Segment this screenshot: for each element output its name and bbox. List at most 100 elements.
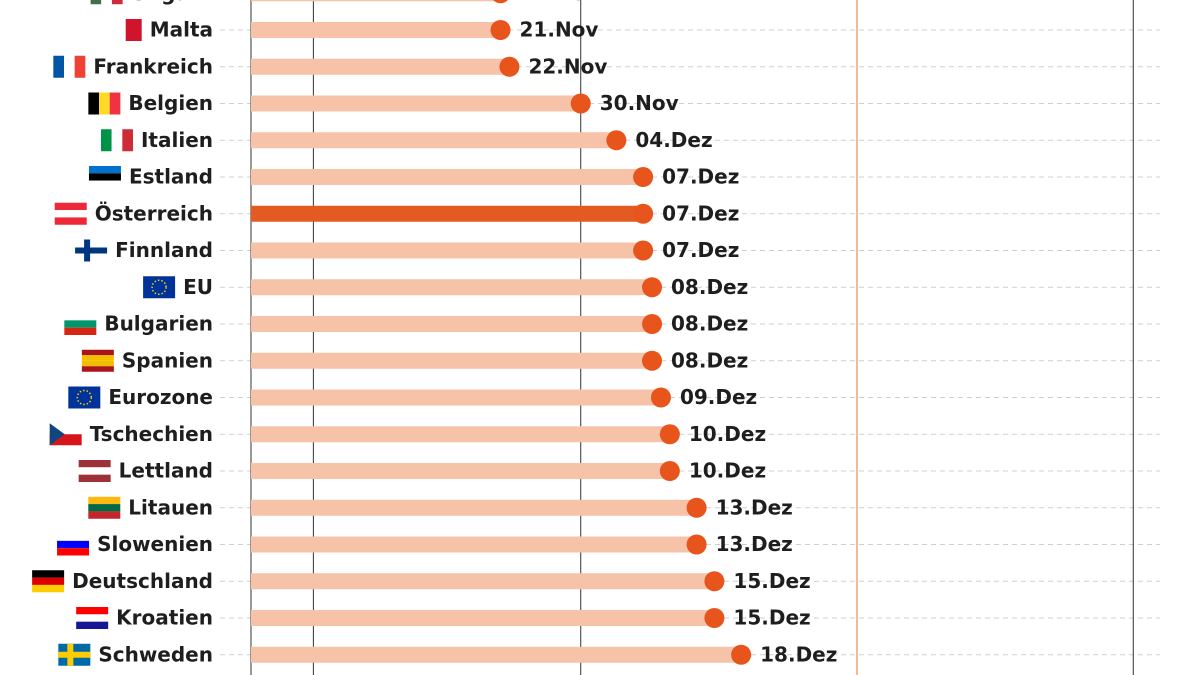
flag-part [88,180,121,188]
dot [686,497,707,518]
flag-part [88,504,121,512]
flag-part [63,55,75,78]
flag-icon [88,496,121,519]
value-label: 08.Dez [671,275,748,299]
dot [633,240,654,261]
flag-part [76,621,109,629]
bar [251,463,670,479]
flag-icon [58,643,91,666]
flag-icon [109,19,142,41]
flag-icon [76,607,109,629]
dot [633,203,654,224]
bar [251,58,510,75]
flag-part [74,55,86,78]
flag-part [81,366,114,372]
flag-part [111,0,123,5]
flag-part [49,423,65,446]
flag-part [53,55,64,78]
flag-icon [81,349,114,372]
bar [251,0,501,2]
flag-icon [49,423,82,446]
bar [251,242,644,259]
flag-part [81,349,114,356]
category-label: Eurozone [108,385,213,409]
value-label: 15.Dez [733,606,810,630]
flag-icon [100,129,133,152]
flag-icon [32,570,65,593]
flag-icon [78,460,111,482]
flag-part [88,173,121,181]
category-label: Deutschland [72,569,213,593]
flag-icon [143,276,176,299]
dot [633,167,654,187]
bar [251,22,501,38]
flag-part [88,511,121,519]
flag-part [57,540,90,549]
dot [570,93,591,114]
flag-part [32,577,65,585]
dot [731,644,752,665]
dot [642,277,663,298]
bar [251,132,617,149]
flag-part [64,327,97,335]
dot [642,314,663,334]
bar [251,426,670,443]
flag-part [125,19,142,41]
bar [251,646,742,663]
flag-part [109,19,126,41]
flag-part [68,386,101,409]
bar [251,610,715,626]
flag-part [49,423,82,435]
value-label: 22.Nov [528,54,607,78]
dot [490,20,511,40]
bar [251,389,661,406]
category-label: Estland [129,165,213,189]
value-label: 10.Dez [689,422,766,446]
category-label: Litauen [128,495,213,519]
value-label: 07.Dez [662,201,739,225]
category-label: Spanien [122,348,213,372]
dot [704,571,725,592]
category-label: Belgien [128,91,213,115]
flag-part [88,496,121,505]
dot [686,534,707,555]
dot [642,350,663,371]
category-label: Lettland [119,459,213,483]
bar [251,499,697,516]
bar [251,352,653,369]
flag-part [54,202,87,211]
dot [493,0,508,4]
flag-part [57,533,90,541]
category-label: Österreich [95,201,213,225]
value-label: 30.Nov [600,91,679,115]
flag-part [76,614,109,622]
flag-part [99,92,110,115]
flag-part [32,570,65,578]
bar [251,316,653,332]
flag-part [57,548,90,556]
flag-part [143,276,176,299]
flag-part [78,460,111,468]
flag-part [54,210,87,218]
flag-icon [88,92,121,115]
dot [650,387,671,408]
flag-part [100,129,112,152]
bar [251,536,697,553]
flag-part [78,474,111,482]
value-label: 13.Dez [716,532,793,556]
flag-part [101,0,112,5]
value-label: 21.Nov [520,18,599,42]
category-label: Finnland [115,238,213,262]
category-label: Italien [141,128,213,152]
dot [499,56,520,77]
flag-part [122,129,133,152]
flag-icon [64,313,97,335]
flag-part [67,643,74,666]
flag-part [81,360,114,367]
category-label: EU [183,275,213,299]
flag-icon [75,239,108,262]
flag-part [109,92,121,115]
flag-part [49,434,82,446]
dot [704,608,725,628]
flag-icon [90,0,123,5]
